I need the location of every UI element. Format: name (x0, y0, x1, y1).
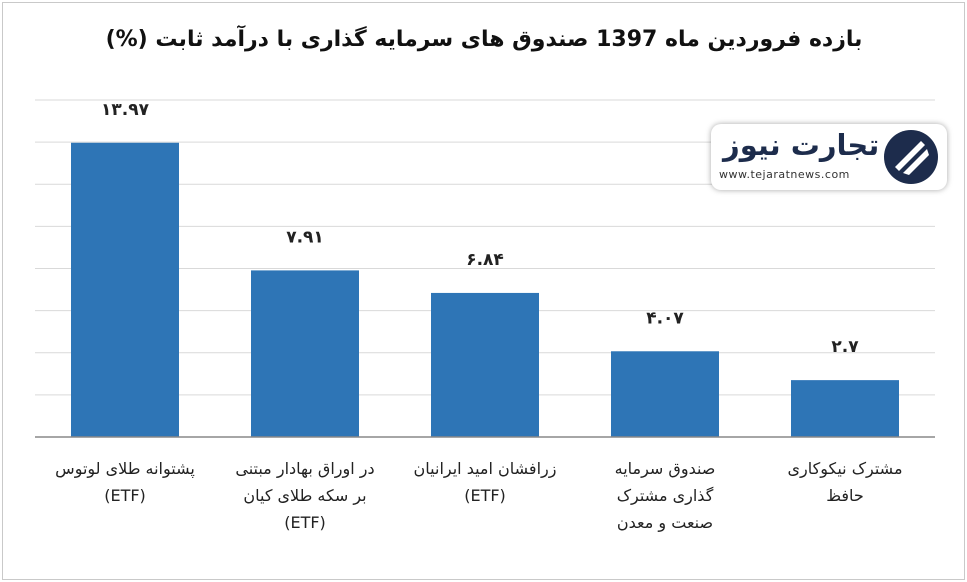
value-label: ۲.۷ (831, 337, 859, 357)
x-tick-label: در اوراق بهادار مبتنی بر سکه طلای کیان (… (235, 459, 375, 532)
x-tick-label: صندوق سرمایه گذاری مشترک صنعت و معدن (614, 459, 716, 532)
logo-url: www.tejaratnews.com (719, 168, 850, 181)
x-tick-label: مشترک نیکوکاری حافظ (787, 459, 903, 505)
logo-icon (884, 130, 938, 184)
bar (71, 142, 179, 437)
bar (791, 380, 899, 437)
bar (431, 292, 539, 437)
logo-name: تجارت نیوز (723, 128, 880, 162)
bar (251, 270, 359, 437)
x-tick-label: زرافشان امید ایرانیان (ETF) (413, 459, 557, 505)
x-tick-label: پشتوانه طلای لوتوس (ETF) (55, 459, 195, 505)
value-label: ۷.۹۱ (286, 227, 324, 247)
value-label: ۶.۸۴ (466, 250, 504, 270)
value-label: ۱۳.۹۷ (101, 100, 150, 120)
bar (611, 351, 719, 437)
value-label: ۴.۰۷ (646, 308, 684, 328)
logo: تجارت نیوز www.tejaratnews.com (711, 124, 947, 190)
chart-title: بازده فروردین ماه 1397 صندوق های سرمایه … (106, 24, 863, 52)
